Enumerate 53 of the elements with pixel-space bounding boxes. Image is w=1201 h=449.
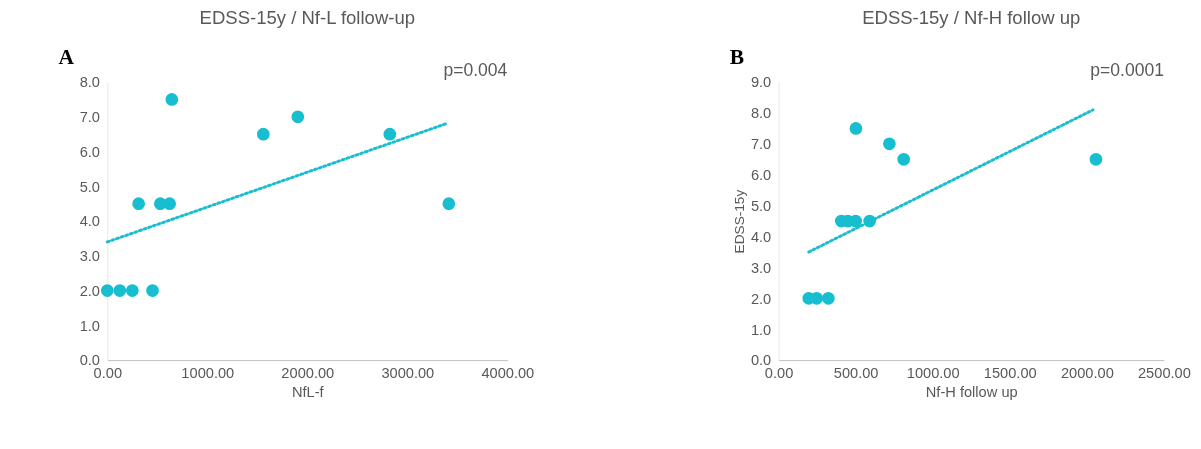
point xyxy=(291,110,305,124)
y-axis-title: EDSS-15y xyxy=(732,189,748,254)
x-tick-label: 1000.00 xyxy=(181,365,235,382)
y-tick-label: 8.0 xyxy=(79,74,100,91)
point xyxy=(146,284,159,297)
text: A xyxy=(58,44,75,69)
y-tick-label: 2.0 xyxy=(79,282,100,299)
x-tick-label: 4000.00 xyxy=(481,365,535,382)
x-tick-label: 500.00 xyxy=(833,365,879,382)
x-tick-label: 2500.00 xyxy=(1137,365,1191,382)
text: B xyxy=(729,44,745,69)
y-tick-label: 9.0 xyxy=(750,74,772,91)
x-tick-label: 3000.00 xyxy=(381,365,435,382)
y-tick-label: 3.0 xyxy=(750,259,772,276)
y-tick-label: 7.0 xyxy=(79,109,100,126)
point xyxy=(897,152,911,166)
x-axis-title: NfL-f xyxy=(291,383,325,400)
y-tick-label: 6.0 xyxy=(750,167,772,184)
x-tick-label: 1000.00 xyxy=(906,365,960,382)
point xyxy=(821,291,835,305)
chart-title: EDSS-15y / Nf-H follow up xyxy=(862,7,1081,29)
point xyxy=(163,197,176,211)
chart-title: EDSS-15y / Nf-L follow-up xyxy=(199,7,416,29)
point xyxy=(810,291,823,305)
y-tick-label: 2.0 xyxy=(750,290,772,307)
point xyxy=(165,93,179,106)
point xyxy=(132,197,145,211)
y-tick-label: 4.0 xyxy=(750,228,772,245)
y-tick-label: 6.0 xyxy=(79,143,100,160)
point xyxy=(883,137,896,151)
point xyxy=(256,127,270,141)
y-tick-label: 5.0 xyxy=(750,198,772,214)
y-tick-label: 4.0 xyxy=(79,213,100,230)
x-tick-label: 2000.00 xyxy=(1060,365,1114,382)
y-tick-label: 5.0 xyxy=(79,178,100,195)
point xyxy=(100,284,114,297)
x-axis-title: Nf-H follow up xyxy=(925,383,1018,400)
point xyxy=(125,284,139,297)
y-tick-label: 1.0 xyxy=(750,321,772,338)
point xyxy=(1089,152,1103,166)
point xyxy=(442,197,456,211)
point xyxy=(849,214,862,228)
point xyxy=(113,284,127,297)
x-tick-label: 2000.00 xyxy=(281,365,335,382)
text: p=0.0001 xyxy=(1090,60,1164,81)
y-tick-label: 3.0 xyxy=(79,248,100,265)
y-tick-label: 8.0 xyxy=(750,105,772,122)
y-tick-label: 1.0 xyxy=(79,317,100,334)
x-tick-label: 1500.00 xyxy=(983,365,1037,382)
point xyxy=(849,122,863,135)
y-tick-label: 7.0 xyxy=(750,136,772,153)
text: p=0.004 xyxy=(443,60,508,81)
point xyxy=(383,127,397,141)
